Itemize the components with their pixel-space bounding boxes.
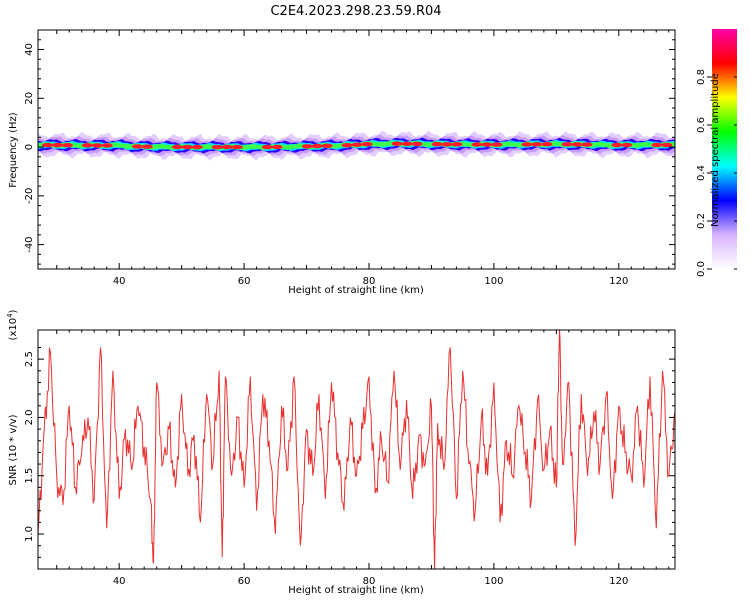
snr-series-line — [38, 330, 675, 569]
band-peak — [51, 142, 63, 148]
x-tick-label: 80 — [363, 576, 376, 587]
snr-panel: 40 60 80 100 120 1.0 1.5 2.0 2.5 Height of stra… — [6, 309, 676, 596]
band-peak — [81, 143, 93, 148]
band-peak — [401, 141, 413, 146]
y-tick-label: 1.0 — [24, 526, 35, 542]
band-peak — [571, 142, 583, 147]
snr-y-axis-label: SNR (10 * v/v) — [8, 414, 19, 485]
spectrogram-x-ticks: 40 60 80 100 120 — [56, 30, 670, 287]
y-tick-label: 2.0 — [24, 409, 35, 425]
band-peak — [131, 144, 143, 149]
spectral-band — [38, 130, 675, 161]
band-peak — [411, 141, 423, 147]
x-tick-label: 100 — [484, 276, 503, 287]
band-peak — [651, 142, 663, 148]
x-tick-label: 120 — [609, 576, 628, 587]
band-peak — [531, 142, 543, 147]
chart-title: C2E4.2023.298.23.59.R04 — [270, 4, 441, 19]
colorbar-gradient — [712, 29, 737, 269]
spectrogram-y-axis-label: Frequency (Hz) — [8, 112, 19, 188]
snr-y-ticks: 1.0 1.5 2.0 2.5 — [24, 346, 675, 558]
band-peak — [231, 144, 243, 150]
band-peak — [351, 142, 363, 147]
y-tick-label: -20 — [24, 188, 35, 204]
band-peak — [301, 144, 313, 149]
band-peak — [211, 144, 223, 150]
band-peak — [451, 142, 463, 147]
band-peak — [361, 142, 373, 147]
colorbar-tick-label: 0.0 — [696, 261, 707, 277]
y-tick-label: -40 — [24, 236, 35, 252]
band-peak — [491, 142, 503, 147]
colorbar-tick-label: 0.4 — [696, 165, 707, 181]
band-peak — [391, 141, 403, 146]
band-peak — [481, 142, 493, 147]
x-tick-label: 60 — [238, 576, 251, 587]
band-peak — [101, 143, 113, 148]
spectrogram-x-axis-label: Height of straight line (km) — [288, 285, 424, 296]
y-tick-label: 0 — [24, 144, 35, 150]
band-peak — [661, 142, 673, 148]
band-peak — [321, 143, 333, 148]
x-tick-label: 40 — [113, 276, 126, 287]
colorbar-tick-label: 0.8 — [696, 69, 707, 85]
band-peak — [191, 144, 203, 150]
band-peak — [61, 143, 73, 148]
colorbar: 0.0 0.2 0.4 0.6 0.8 Normalized spectral ampl… — [696, 29, 737, 277]
x-tick-label: 120 — [609, 276, 628, 287]
band-peak — [471, 142, 483, 147]
band-peak — [171, 144, 183, 150]
colorbar-ticks: 0.0 0.2 0.4 0.6 0.8 — [696, 69, 737, 277]
x-tick-label: 40 — [113, 576, 126, 587]
spectrogram-panel: 40 60 80 100 120 -40 -20 0 20 40 Height of strai… — [8, 29, 676, 296]
band-peak — [581, 142, 593, 147]
y-tick-label: 20 — [24, 92, 35, 105]
band-peak — [221, 144, 233, 150]
y-tick-label: 40 — [24, 43, 35, 56]
band-peak — [521, 142, 533, 147]
band-peak — [181, 144, 193, 150]
band-peak — [621, 142, 633, 148]
snr-x-ticks: 40 60 80 100 120 — [56, 330, 670, 587]
band-peak — [541, 142, 553, 147]
x-tick-label: 100 — [484, 576, 503, 587]
band-peak — [271, 144, 283, 150]
band-peak — [41, 142, 53, 148]
spectrogram-y-ticks: -40 -20 0 20 40 — [24, 29, 675, 265]
snr-x-axis-label: Height of straight line (km) — [288, 585, 424, 596]
band-peak — [261, 144, 273, 150]
band-peak — [141, 144, 153, 149]
y-tick-label: 2.5 — [24, 351, 35, 367]
colorbar-tick-label: 0.6 — [696, 117, 707, 133]
colorbar-label: Normalized spectral amplitude — [710, 73, 721, 227]
x-tick-label: 80 — [363, 276, 376, 287]
band-peak — [311, 143, 323, 149]
colorbar-tick-label: 0.2 — [696, 213, 707, 229]
band-peak — [561, 142, 573, 147]
x-tick-label: 60 — [238, 276, 251, 287]
band-peak — [341, 143, 353, 148]
band-peak — [611, 142, 623, 148]
band-peak — [431, 142, 443, 147]
band-peak — [91, 143, 103, 148]
snr-scale-label: (x104) — [6, 309, 19, 340]
band-peak — [441, 142, 453, 147]
y-tick-label: 1.5 — [24, 468, 35, 484]
